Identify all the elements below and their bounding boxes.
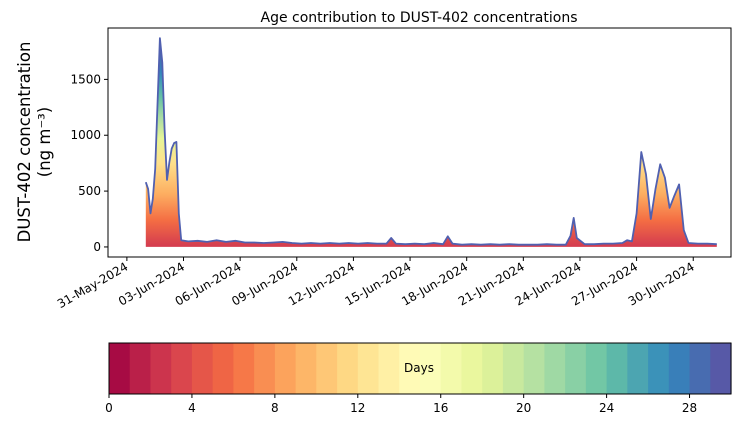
colorbar-cell: [668, 343, 691, 394]
chart-title: Age contribution to DUST-402 concentrati…: [261, 10, 578, 26]
colorbar-cell: [565, 343, 587, 394]
colorbar-cell: [129, 343, 152, 394]
x-axis-ticks: 31-May-202403-Jun-202406-Jun-202409-Jun-…: [55, 257, 697, 311]
colorbar-cell: [171, 343, 193, 394]
plot-area: [144, 37, 717, 247]
colorbar-cell: [523, 343, 545, 394]
colorbar-cell: [585, 343, 608, 394]
y-axis-label: DUST-402 concentration (ng m⁻³): [15, 42, 54, 243]
colorbar-cell: [648, 343, 670, 394]
total-concentration-line: [144, 37, 717, 246]
colorbar-cell: [689, 343, 711, 394]
y-tick-label: 0: [93, 240, 101, 254]
colorbar-cell: [606, 343, 628, 394]
colorbar-cell: [357, 343, 380, 394]
age-stack-area: [145, 38, 717, 247]
colorbar-cell: [109, 343, 131, 394]
colorbar-tick-label: 8: [271, 401, 279, 415]
colorbar-tick-label: 4: [188, 401, 196, 415]
colorbar-tick-label: 0: [105, 401, 113, 415]
colorbar-cell: [420, 343, 442, 394]
colorbar-cell: [627, 343, 649, 394]
colorbar-cell: [482, 343, 504, 394]
colorbar-cell: [544, 343, 566, 394]
colorbar-cell: [316, 343, 338, 394]
colorbar-cell: [502, 343, 525, 394]
colorbar-tick-label: 12: [350, 401, 365, 415]
y-tick-label: 1000: [70, 128, 101, 142]
colorbar-cell: [274, 343, 297, 394]
colorbar-cells: [109, 343, 732, 394]
colorbar-cell: [399, 343, 421, 394]
colorbar-cell: [710, 343, 732, 394]
colorbar-tick-label: 20: [516, 401, 531, 415]
colorbar-ticks: 0 4 8 12 16 20 24 28: [105, 394, 697, 415]
colorbar-frame: [108, 342, 732, 395]
y-tick-label: 1500: [70, 72, 101, 86]
colorbar: Days 0 4 8 12 16 20 24 28: [105, 342, 732, 415]
colorbar-tick-label: 24: [599, 401, 614, 415]
y-axis-label-line-2: (ng m⁻³): [35, 107, 54, 177]
colorbar-cell: [254, 343, 276, 394]
colorbar-tick-label: 16: [433, 401, 448, 415]
colorbar-cell: [337, 343, 359, 394]
y-tick-label: 500: [78, 184, 101, 198]
colorbar-cell: [150, 343, 172, 394]
colorbar-cell: [191, 343, 214, 394]
colorbar-cell: [378, 343, 400, 394]
colorbar-tick-label: 28: [682, 401, 697, 415]
plot-frame: [107, 27, 732, 258]
colorbar-cell: [461, 343, 483, 394]
colorbar-cell: [233, 343, 255, 394]
colorbar-cell: [440, 343, 463, 394]
colorbar-label: Days: [404, 361, 434, 375]
y-axis-ticks: 0 500 1000 1500: [70, 72, 108, 254]
y-axis-label-line-1: DUST-402 concentration: [15, 42, 34, 243]
colorbar-cell: [295, 343, 317, 394]
colorbar-cell: [212, 343, 234, 394]
